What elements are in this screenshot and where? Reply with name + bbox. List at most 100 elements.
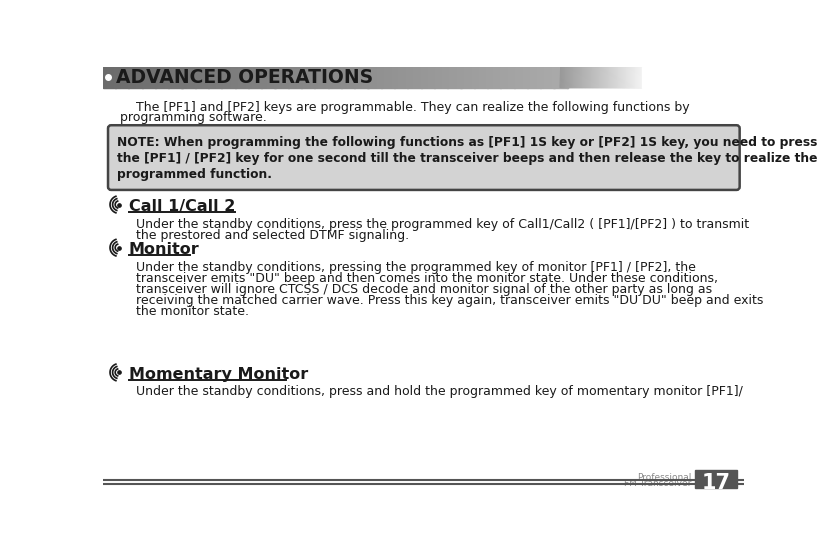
Bar [533, 67, 534, 87]
Bar [496, 67, 497, 87]
Bar [112, 67, 113, 87]
Bar [284, 67, 286, 87]
Bar [292, 67, 294, 87]
Bar [256, 67, 257, 87]
Polygon shape [581, 67, 583, 87]
Bar [351, 67, 352, 87]
Bar [293, 67, 294, 87]
Bar [457, 67, 458, 87]
Polygon shape [596, 67, 599, 87]
Bar [327, 67, 328, 87]
Bar [442, 67, 444, 87]
Bar [172, 67, 173, 87]
Bar [177, 67, 178, 87]
Polygon shape [629, 67, 630, 87]
Bar [407, 67, 408, 87]
Bar [255, 67, 256, 87]
Bar [695, 470, 738, 488]
Bar [563, 67, 564, 87]
Polygon shape [617, 67, 619, 87]
Bar [114, 67, 116, 87]
Bar [465, 67, 466, 87]
Bar [150, 67, 151, 87]
Bar [332, 67, 333, 87]
Bar [106, 67, 108, 87]
Bar [426, 67, 427, 87]
Bar [291, 67, 292, 87]
Bar [104, 67, 105, 87]
Bar [190, 67, 191, 87]
Bar [135, 67, 136, 87]
Text: Call 1/Call 2: Call 1/Call 2 [129, 199, 236, 214]
Bar [526, 67, 527, 87]
Bar [126, 67, 127, 87]
Bar [285, 67, 287, 87]
Polygon shape [605, 67, 607, 87]
Bar [529, 67, 530, 87]
Bar [417, 67, 418, 87]
Bar [538, 67, 540, 87]
Polygon shape [562, 67, 565, 87]
Bar [445, 67, 446, 87]
Text: ADVANCED OPERATIONS: ADVANCED OPERATIONS [116, 68, 373, 87]
Bar [478, 67, 479, 87]
Bar [562, 67, 563, 87]
Polygon shape [586, 67, 589, 87]
Bar [557, 67, 558, 87]
Bar [415, 67, 416, 87]
Bar [218, 67, 219, 87]
Bar [149, 67, 150, 87]
Bar [642, 67, 744, 87]
Bar [393, 67, 394, 87]
Text: the [PF1] / [PF2] key for one second till the transceiver beeps and then release: the [PF1] / [PF2] key for one second til… [117, 152, 818, 165]
Text: NOTE: When programming the following functions as [PF1] 1S key or [PF2] 1S key, : NOTE: When programming the following fun… [117, 136, 818, 149]
Bar [423, 67, 424, 87]
Bar [193, 67, 194, 87]
Bar [125, 67, 126, 87]
Bar [411, 67, 412, 87]
Bar [297, 67, 298, 87]
Bar [233, 67, 235, 87]
Bar [398, 67, 399, 87]
Bar [433, 67, 434, 87]
Polygon shape [591, 67, 594, 87]
Bar [176, 67, 177, 87]
Bar [335, 67, 336, 87]
Bar [452, 67, 453, 87]
Polygon shape [602, 67, 604, 87]
Bar [173, 67, 174, 87]
Bar [397, 67, 399, 87]
Polygon shape [580, 67, 581, 87]
Bar [171, 67, 172, 87]
Bar [124, 67, 125, 87]
Text: Momentary Monitor: Momentary Monitor [129, 367, 308, 382]
Bar [220, 67, 221, 87]
Polygon shape [612, 67, 614, 87]
Bar [226, 67, 227, 87]
Bar [147, 67, 148, 87]
Bar [408, 67, 409, 87]
Bar [486, 67, 488, 87]
Bar [430, 67, 431, 87]
Bar [228, 67, 229, 87]
Bar [544, 67, 545, 87]
Bar [528, 67, 529, 87]
Bar [237, 67, 238, 87]
Bar [194, 67, 195, 87]
Bar [308, 67, 309, 87]
Polygon shape [569, 67, 571, 87]
Polygon shape [585, 67, 587, 87]
Bar [161, 67, 162, 87]
Bar [266, 67, 267, 87]
Bar [444, 67, 445, 87]
Bar [499, 67, 500, 87]
Bar [511, 67, 512, 87]
Bar [547, 67, 548, 87]
Bar [539, 67, 541, 87]
Bar [239, 67, 240, 87]
Bar [536, 67, 537, 87]
Bar [425, 67, 426, 87]
Bar [440, 67, 441, 87]
Bar [476, 67, 477, 87]
Bar [450, 67, 452, 87]
